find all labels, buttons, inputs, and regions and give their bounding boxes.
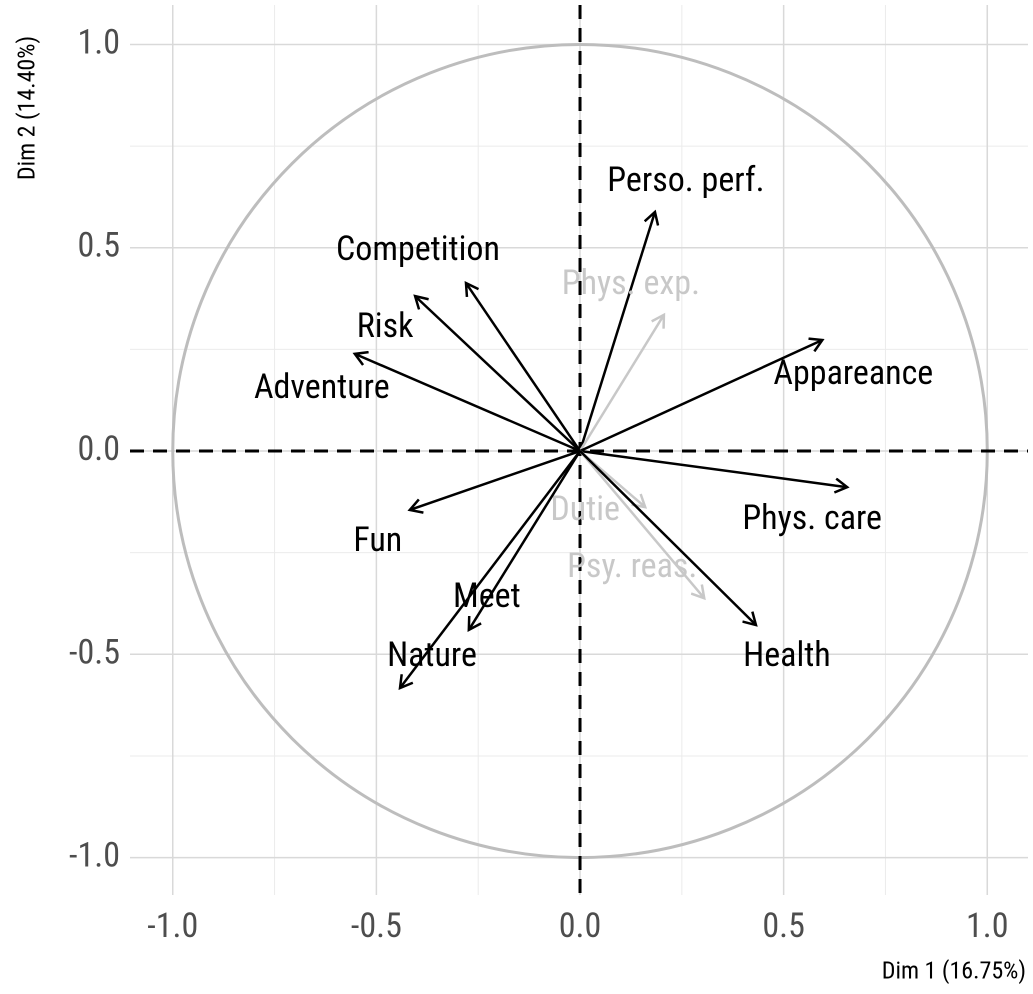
arrow-label: Perso. perf. [607, 160, 764, 200]
arrow-label: Nature [387, 635, 477, 675]
arrow [578, 315, 664, 452]
arrow-label: Health [743, 635, 831, 675]
arrow [400, 450, 582, 688]
x-tick-label: -0.5 [351, 906, 402, 946]
arrow-label: Meet [453, 576, 521, 616]
arrow [579, 449, 847, 487]
arrow [579, 450, 756, 625]
arrow-label: Risk [357, 306, 414, 346]
arrow-label: Dutie [550, 489, 620, 529]
y-tick-label: 0.5 [77, 226, 120, 266]
marks: Perso. perf. Competition Phys. exp. Risk App… [130, 5, 1028, 895]
arrow [415, 296, 581, 452]
arrow [466, 283, 582, 452]
arrow [469, 450, 582, 630]
y-tick-label: -0.5 [69, 632, 120, 672]
arrow-label: Phys. care [742, 498, 882, 538]
y-tick-label: 1.0 [77, 22, 120, 62]
y-axis-label: Dim 2 (14.40%) [12, 36, 40, 180]
arrow-label: Adventure [254, 367, 390, 407]
x-tick-label: 0.0 [559, 906, 602, 946]
arrow-label: Fun [353, 520, 402, 560]
x-tick-label: 0.5 [762, 906, 805, 946]
arrow-label: Psy. reas. [567, 546, 697, 586]
arrow-label: Appareance [773, 353, 933, 393]
grid: -1.0 -0.5 0.0 0.5 1.0 -1.0 -0.5 0.0 0.5 1.0 [69, 5, 1028, 946]
x-axis-label: Dim 1 (16.75%) [882, 956, 1026, 984]
arrow [579, 340, 822, 453]
arrow [355, 354, 581, 453]
y-tick-label: -1.0 [69, 836, 120, 876]
y-tick-label: 0.0 [77, 429, 120, 469]
arrow [410, 449, 581, 510]
arrow-label: Phys. exp. [562, 263, 700, 303]
arrow [578, 212, 655, 452]
x-tick-label: -1.0 [147, 906, 198, 946]
arrow-label: Competition [336, 229, 500, 269]
x-tick-label: 1.0 [966, 906, 1009, 946]
arrow [579, 450, 704, 598]
